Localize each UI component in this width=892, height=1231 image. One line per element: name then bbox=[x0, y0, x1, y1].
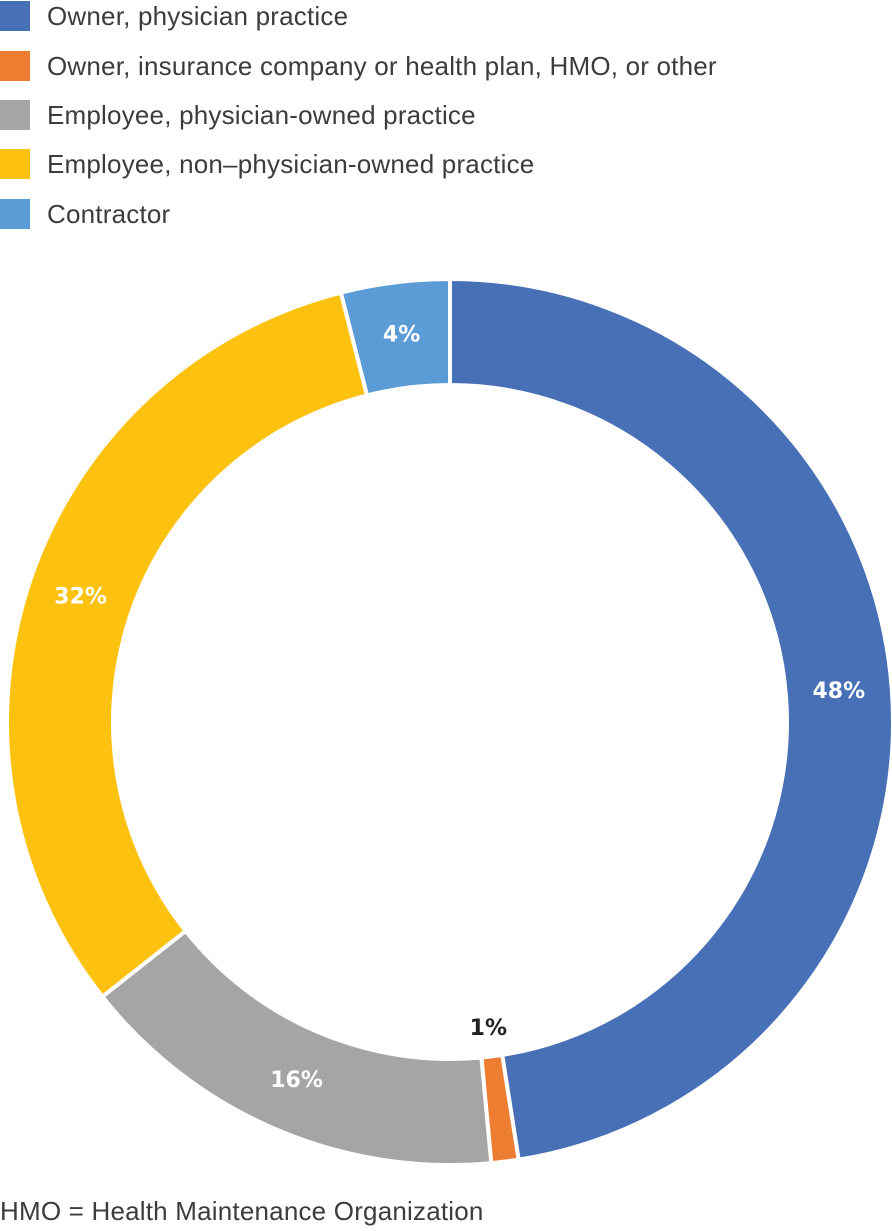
slice-label-owner-insurance: 1% bbox=[470, 1016, 507, 1041]
legend-swatch bbox=[0, 1, 30, 31]
legend-item-owner-physician: Owner, physician practice bbox=[0, 1, 348, 31]
slice-label-contractor: 4% bbox=[383, 323, 420, 348]
legend-swatch bbox=[0, 199, 30, 229]
donut-slice-employee-non-physician-owned bbox=[5, 290, 370, 1000]
footnote: HMO = Health Maintenance Organization bbox=[0, 1196, 484, 1226]
legend-label: Contractor bbox=[47, 198, 171, 229]
legend-label: Employee, non–physician-owned practice bbox=[47, 148, 535, 179]
slice-label-employee-non-physician-owned: 32% bbox=[54, 584, 107, 609]
legend-swatch bbox=[0, 100, 30, 130]
legend-label: Owner, physician practice bbox=[47, 0, 349, 31]
legend-swatch bbox=[0, 51, 30, 81]
donut-slice-contractor bbox=[338, 276, 452, 398]
slice-label-employee-physician-owned: 16% bbox=[270, 1068, 323, 1093]
legend-swatch bbox=[0, 149, 30, 179]
legend-item-contractor: Contractor bbox=[0, 199, 170, 229]
legend-label: Employee, physician-owned practice bbox=[47, 99, 476, 130]
legend-label: Owner, insurance company or health plan,… bbox=[47, 50, 717, 81]
donut-slice-owner-physician bbox=[448, 276, 892, 1162]
legend-item-employee-non-physician-owned: Employee, non–physician-owned practice bbox=[0, 149, 534, 179]
legend-item-employee-physician-owned: Employee, physician-owned practice bbox=[0, 100, 476, 130]
slice-label-owner-physician: 48% bbox=[812, 679, 865, 704]
donut-slice-employee-physician-owned bbox=[99, 928, 494, 1167]
legend-item-owner-insurance: Owner, insurance company or health plan,… bbox=[0, 51, 717, 81]
